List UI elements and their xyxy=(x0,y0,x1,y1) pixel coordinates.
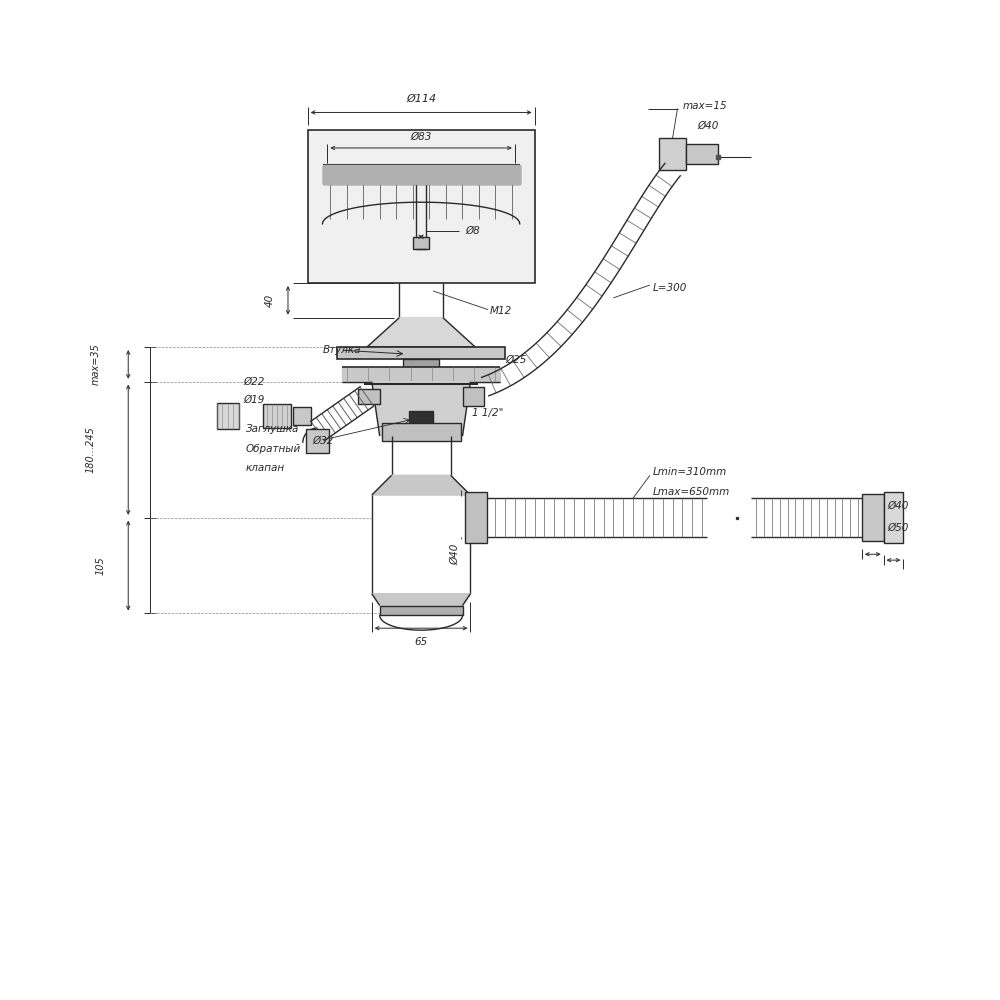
Text: Заглушка: Заглушка xyxy=(246,424,299,434)
Text: L=300: L=300 xyxy=(653,283,687,293)
Text: 40: 40 xyxy=(265,294,275,307)
Polygon shape xyxy=(372,594,470,606)
Text: Ø25: Ø25 xyxy=(505,355,526,365)
Text: 1 1/2": 1 1/2" xyxy=(472,408,504,418)
Bar xyxy=(884,492,903,543)
Bar xyxy=(659,138,686,170)
Text: Ø22: Ø22 xyxy=(244,377,265,387)
Polygon shape xyxy=(323,165,520,184)
Text: Ø40: Ø40 xyxy=(697,121,719,131)
Bar xyxy=(293,407,311,425)
Bar xyxy=(337,347,505,359)
Bar xyxy=(306,429,329,453)
Text: M12: M12 xyxy=(490,306,512,316)
Bar xyxy=(862,494,884,541)
Text: max=35: max=35 xyxy=(91,343,101,385)
Bar xyxy=(382,423,461,441)
Bar xyxy=(413,237,429,249)
Bar xyxy=(409,411,433,426)
Text: Ø40: Ø40 xyxy=(451,544,461,565)
Bar xyxy=(358,389,380,404)
Polygon shape xyxy=(342,367,500,382)
Text: max=15: max=15 xyxy=(682,101,727,111)
Bar xyxy=(380,606,463,615)
Bar xyxy=(217,403,239,429)
Text: Обратный: Обратный xyxy=(246,444,301,454)
Text: Ø32: Ø32 xyxy=(313,436,334,446)
Polygon shape xyxy=(372,382,470,436)
Text: Ø50: Ø50 xyxy=(888,523,909,533)
Bar xyxy=(403,359,439,367)
Text: Ø19: Ø19 xyxy=(244,394,265,404)
Text: Ø83: Ø83 xyxy=(410,132,432,142)
Text: Ø40: Ø40 xyxy=(888,501,909,511)
Bar xyxy=(686,144,718,164)
Polygon shape xyxy=(372,475,470,495)
Text: клапан: клапан xyxy=(246,463,285,473)
Text: Втулка: Втулка xyxy=(323,345,361,355)
Text: 105: 105 xyxy=(96,556,106,575)
Text: Lmax=650mm: Lmax=650mm xyxy=(653,487,730,497)
Bar xyxy=(465,492,487,543)
Text: Lmin=310mm: Lmin=310mm xyxy=(653,467,727,477)
Bar xyxy=(463,387,484,406)
Polygon shape xyxy=(367,318,475,347)
Bar xyxy=(263,404,291,428)
Text: Ø8: Ø8 xyxy=(465,226,480,236)
Text: Ø114: Ø114 xyxy=(406,94,436,104)
Text: 65: 65 xyxy=(414,637,428,647)
Text: 180...245: 180...245 xyxy=(86,426,96,473)
Bar xyxy=(308,130,535,283)
